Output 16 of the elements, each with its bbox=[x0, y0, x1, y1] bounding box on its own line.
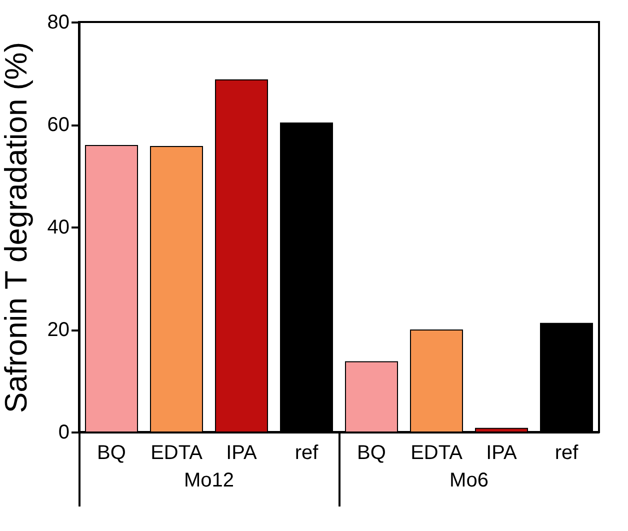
y-tick-label: 80 bbox=[47, 12, 70, 34]
series-label: ref bbox=[294, 442, 319, 464]
y-tick-label: 20 bbox=[47, 319, 70, 341]
series-label: EDTA bbox=[150, 442, 204, 464]
y-axis-title: Safronin T degradation (%) bbox=[0, 42, 34, 414]
y-tick-label: 40 bbox=[47, 216, 70, 238]
text: ref bbox=[554, 442, 578, 464]
y-tick-label: 0 bbox=[58, 422, 70, 444]
series-label: BQ bbox=[97, 442, 126, 464]
x-tick-label: Mo12 bbox=[184, 470, 234, 492]
y-tick-label: 60 bbox=[47, 114, 70, 136]
series-label: IPA bbox=[226, 442, 258, 464]
x-tick-label: Mo6 bbox=[450, 470, 488, 492]
text: IPA bbox=[486, 442, 517, 464]
text: EDTA bbox=[410, 442, 462, 464]
text: BQ bbox=[357, 442, 386, 464]
